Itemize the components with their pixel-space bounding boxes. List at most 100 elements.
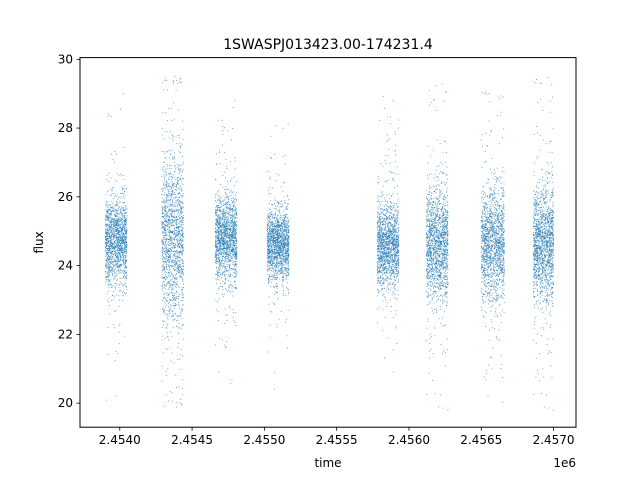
data-point [116,181,118,183]
data-point [125,293,126,295]
data-point [230,139,232,141]
data-point [120,255,122,257]
data-point [232,205,234,206]
data-point [116,223,118,225]
data-point [284,246,286,248]
data-point [180,220,182,222]
data-point [106,215,108,217]
data-point [232,222,234,224]
data-point [215,212,217,214]
data-point [123,225,124,227]
data-point [123,226,125,228]
data-point [228,285,230,287]
data-point [169,255,171,257]
data-point [181,227,183,228]
data-point [113,161,115,163]
data-point [171,224,173,226]
data-point [168,179,170,181]
data-point [114,268,116,270]
data-point [119,227,121,229]
data-point [222,240,224,242]
data-point [172,215,174,217]
data-point [226,245,228,247]
data-point [235,252,237,254]
data-point [281,234,283,236]
data-point [165,112,167,114]
data-point [116,228,118,230]
data-point [233,222,235,224]
data-point [222,144,223,146]
data-point [172,225,174,227]
data-point [280,233,282,235]
data-point [175,189,177,191]
data-point [269,257,271,259]
data-point [110,253,112,254]
data-point [167,335,169,337]
data-point [233,222,234,224]
data-point [165,228,167,230]
data-point [229,283,231,285]
data-point [235,249,237,251]
data-point [278,262,280,264]
data-point [284,221,286,223]
data-point [181,273,183,275]
data-point [234,194,236,196]
data-point [175,164,177,166]
data-point [231,213,233,215]
data-point [161,241,163,243]
data-point [125,241,127,243]
data-point [161,258,163,260]
data-point [220,253,222,255]
data-point [178,183,180,185]
data-point [182,203,184,204]
data-point [268,256,270,258]
data-point [120,226,121,228]
data-point [118,240,120,242]
data-point [116,214,118,216]
data-point [109,224,111,226]
data-point [227,237,229,239]
data-point [226,224,228,226]
data-point [176,267,178,269]
data-point [114,212,116,214]
data-point [222,216,224,218]
data-point [225,242,227,244]
data-point [121,251,123,253]
data-point [115,243,117,244]
data-point [225,273,227,275]
data-point [106,234,108,235]
data-point [121,265,123,267]
data-point [118,223,120,225]
data-point [177,295,179,297]
data-point [116,252,117,254]
data-point [219,246,221,248]
data-point [107,241,109,243]
data-point [216,263,217,265]
data-point [124,190,125,192]
data-point [287,203,288,205]
data-point [275,223,277,224]
data-point [121,240,123,242]
data-point [164,209,165,211]
data-point [174,193,176,195]
data-point [229,209,231,211]
data-point [279,243,280,244]
data-point [215,251,217,253]
data-point [230,229,232,231]
data-point [172,202,174,203]
data-point [177,232,179,234]
data-point [167,251,169,252]
data-point [121,222,123,224]
data-point [180,230,182,231]
data-point [224,223,226,225]
data-point [125,212,127,214]
data-point [219,248,221,250]
data-point [223,223,225,225]
data-point [229,211,231,213]
data-point [267,233,269,235]
data-point [219,243,221,245]
data-point [234,226,236,228]
data-point [125,292,127,294]
data-point [124,262,126,264]
data-point [172,295,174,297]
